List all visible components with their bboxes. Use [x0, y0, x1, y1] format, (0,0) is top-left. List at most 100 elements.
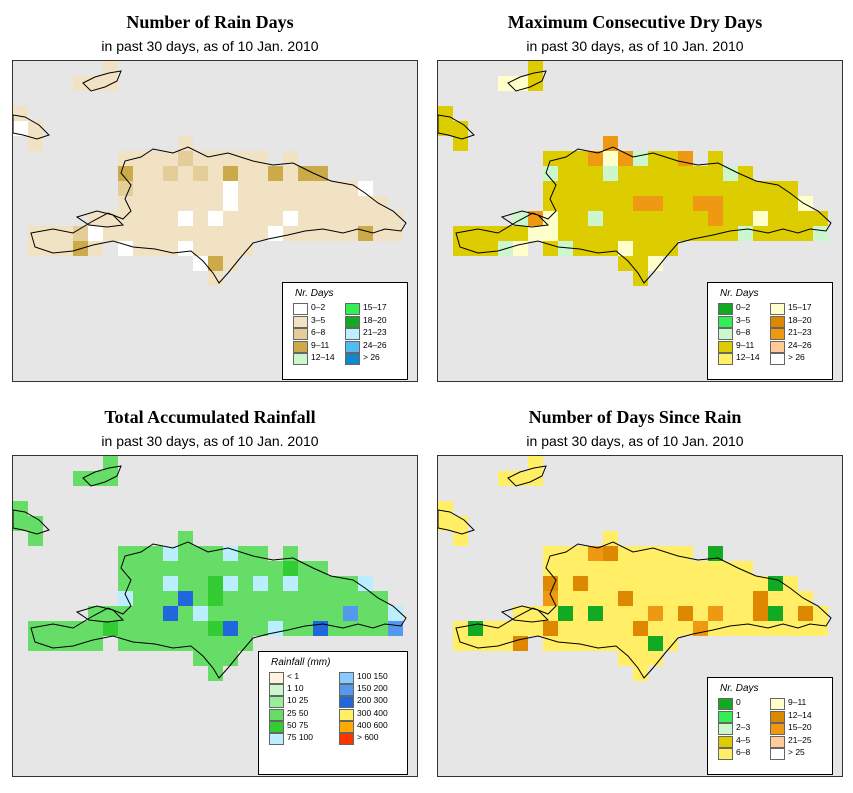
grid-cell [573, 241, 588, 256]
grid-cell [178, 211, 193, 226]
grid-cell [648, 256, 663, 271]
grid-cell [208, 196, 223, 211]
grid-cell [103, 471, 118, 486]
grid-cell [133, 561, 148, 576]
grid-cell [783, 181, 798, 196]
grid-cell [73, 226, 88, 241]
grid-cell [633, 271, 648, 286]
grid-cell [798, 621, 813, 636]
grid-cell [768, 606, 783, 621]
grid-cell [783, 211, 798, 226]
grid-cell [148, 591, 163, 606]
legend-label: 0–2 [736, 302, 751, 312]
legend-swatch [770, 698, 785, 710]
grid-cell [693, 196, 708, 211]
grid-cell [633, 196, 648, 211]
grid-cell [163, 546, 178, 561]
grid-cell [588, 241, 603, 256]
grid-cell [283, 181, 298, 196]
grid-cell [343, 181, 358, 196]
grid-cell [343, 226, 358, 241]
grid-cell [298, 166, 313, 181]
grid-cell [648, 166, 663, 181]
grid-cell [163, 576, 178, 591]
grid-cell [633, 241, 648, 256]
grid-cell [268, 561, 283, 576]
panel-rain-days: Number of Rain Days in past 30 days, as … [0, 0, 420, 390]
grid-cell [253, 606, 268, 621]
grid-cell [573, 591, 588, 606]
grid-cell [238, 636, 253, 651]
grid-cell [453, 621, 468, 636]
grid-cell [133, 621, 148, 636]
grid-cell [193, 211, 208, 226]
grid-cell [283, 151, 298, 166]
grid-cell [148, 166, 163, 181]
grid-cell [798, 211, 813, 226]
grid-cell [313, 576, 328, 591]
grid-cell [588, 226, 603, 241]
grid-cell [358, 591, 373, 606]
grid-cell [483, 636, 498, 651]
grid-cell [633, 181, 648, 196]
grid-cell [648, 241, 663, 256]
grid-cell [738, 621, 753, 636]
legend-label: 9–11 [311, 339, 330, 350]
grid-cell [313, 591, 328, 606]
legend-label: 21–23 [788, 327, 812, 337]
grid-cell [633, 651, 648, 666]
grid-cell [193, 181, 208, 196]
legend-label: > 26 [788, 352, 805, 362]
coastline [438, 114, 475, 140]
grid-cell [798, 196, 813, 211]
legend-label: 6–8 [736, 327, 751, 337]
grid-cell [43, 226, 58, 241]
grid-cell [618, 621, 633, 636]
grid-cell [693, 591, 708, 606]
grid-cell [148, 181, 163, 196]
grid-cell [513, 241, 528, 256]
legend-swatch [269, 720, 284, 733]
grid-cell [528, 606, 543, 621]
grid-cell [768, 211, 783, 226]
grid-cell [738, 166, 753, 181]
coastline [13, 509, 50, 535]
grid-cell [298, 621, 313, 636]
grid-cell [603, 226, 618, 241]
grid-cell [693, 576, 708, 591]
hispaniola-map [438, 456, 832, 681]
grid-cell [238, 621, 253, 636]
grid-cell [543, 226, 558, 241]
grid-cell [753, 576, 768, 591]
grid-cell [223, 226, 238, 241]
legend-swatch [293, 353, 308, 365]
grid-cell [223, 636, 238, 651]
legend-swatch [269, 732, 284, 745]
grid-cell [223, 561, 238, 576]
grid-cell [618, 256, 633, 271]
legend-label: 12–14 [311, 352, 335, 362]
grid-cell [73, 621, 88, 636]
grid-cell [813, 226, 828, 241]
grid-cell [738, 591, 753, 606]
grid-cell [163, 636, 178, 651]
grid-cell [558, 561, 573, 576]
coastline [500, 210, 550, 228]
grid-cell [438, 121, 453, 136]
grid-cell [603, 591, 618, 606]
grid-cell [163, 241, 178, 256]
legend-swatch [293, 328, 308, 340]
grid-cell [513, 76, 528, 91]
legend-title: Rainfall (mm) [271, 657, 331, 668]
panel-days-since-rain: Number of Days Since Rain in past 30 day… [425, 395, 845, 785]
grid-cell [88, 241, 103, 256]
grid-cell [268, 196, 283, 211]
grid-cell [603, 546, 618, 561]
legend-box: Nr. Days 0 1 2–3 4–5 6–8 9–11 12–14 15–20 21–25 >… [707, 677, 833, 775]
legend-swatch [718, 735, 733, 748]
grid-cell [588, 546, 603, 561]
grid-cell [163, 606, 178, 621]
grid-cell [528, 226, 543, 241]
grid-cell [328, 576, 343, 591]
grid-cell [813, 606, 828, 621]
